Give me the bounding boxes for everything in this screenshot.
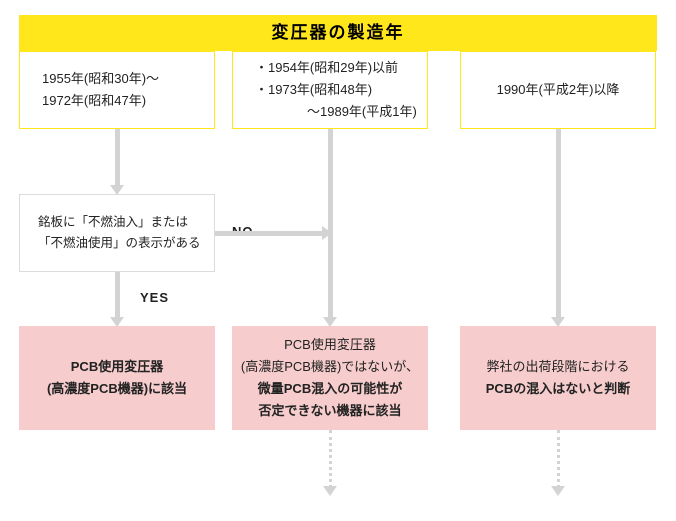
arrow-down [115, 129, 120, 187]
yearbox-2: ・1954年(昭和29年)以前・1973年(昭和48年) 〜1989年(平成1年… [232, 51, 428, 129]
header-title: 変圧器の製造年 [19, 15, 657, 51]
result-box-3: 弊社の出荷段階におけるPCBの混入はないと判断 [460, 326, 656, 430]
decision-line: 銘板に「不燃油入」または [38, 212, 214, 233]
label-yes: YES [140, 290, 169, 305]
arrowhead-down-icon [110, 317, 124, 327]
arrowhead-down-icon [323, 317, 337, 327]
arrow-down [328, 129, 333, 319]
arrowhead-down-icon [323, 486, 337, 496]
yearbox-line: 1955年(昭和30年)〜 [42, 68, 159, 90]
arrow-down [556, 129, 561, 319]
arrow-dashed-down [329, 430, 332, 488]
yearbox-line: ・1973年(昭和48年) [255, 79, 372, 101]
yearbox-line: 1972年(昭和47年) [42, 90, 146, 112]
flowchart-header: 変圧器の製造年 [19, 15, 657, 51]
arrowhead-down-icon [551, 317, 565, 327]
result-box-1: PCB使用変圧器(高濃度PCB機器)に該当 [19, 326, 215, 430]
yearbox-line: 〜1989年(平成1年) [255, 101, 417, 123]
yearbox-line: 1990年(平成2年)以降 [497, 79, 620, 101]
arrow-down [115, 272, 120, 319]
arrow-right [215, 231, 324, 236]
yearbox-line: ・1954年(昭和29年)以前 [255, 57, 398, 79]
yearbox-1: 1955年(昭和30年)〜1972年(昭和47年) [19, 51, 215, 129]
arrowhead-down-icon [110, 185, 124, 195]
arrowhead-down-icon [551, 486, 565, 496]
arrowhead-right-icon [322, 226, 332, 240]
result-box-2: PCB使用変圧器(高濃度PCB機器)ではないが、微量PCB混入の可能性が否定でき… [232, 326, 428, 430]
decision-line: 「不燃油使用」の表示がある [38, 233, 214, 254]
arrow-dashed-down [557, 430, 560, 488]
decision-box: 銘板に「不燃油入」または「不燃油使用」の表示がある [19, 194, 215, 272]
yearbox-3: 1990年(平成2年)以降 [460, 51, 656, 129]
